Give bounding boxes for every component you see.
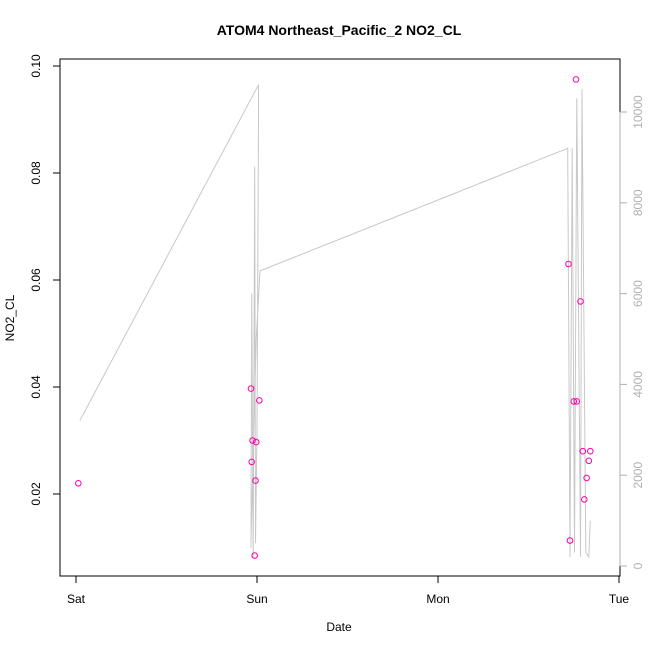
y-tick-label: 0.06 bbox=[29, 268, 43, 292]
data-point bbox=[573, 398, 581, 405]
data-point bbox=[585, 457, 593, 465]
x-axis-label: Date bbox=[326, 620, 352, 634]
y-axis-label: NO2_CL bbox=[3, 294, 17, 341]
data-point bbox=[566, 537, 574, 544]
series-line bbox=[79, 84, 591, 559]
data-point bbox=[256, 397, 263, 404]
data-point bbox=[252, 477, 259, 484]
data-point bbox=[252, 438, 260, 446]
data-point bbox=[583, 474, 590, 482]
data-point bbox=[570, 398, 578, 405]
axes: Sat Sun Mon Tue 0.02 0.04 0.06 0.08 0.10 0 2000 400… bbox=[29, 54, 645, 606]
x-tick-label: Sun bbox=[246, 592, 267, 606]
plot-area bbox=[75, 76, 594, 559]
y-tick-label: 0.08 bbox=[29, 161, 43, 185]
data-point bbox=[251, 552, 258, 559]
x-tick-label: Tue bbox=[609, 592, 630, 606]
y2-tick-label: 6000 bbox=[631, 280, 645, 307]
data-point bbox=[577, 298, 584, 305]
y-tick-label: 0.10 bbox=[29, 54, 43, 78]
y-tick-label: 0.02 bbox=[29, 482, 43, 506]
data-point bbox=[579, 447, 587, 455]
y-tick-label: 0.04 bbox=[29, 375, 43, 399]
x-tick-label: Sat bbox=[67, 592, 86, 606]
data-point bbox=[587, 447, 594, 455]
data-point bbox=[248, 458, 255, 466]
x-tick-label: Mon bbox=[426, 592, 449, 606]
chart-title: ATOM4 Northeast_Pacific_2 NO2_CL bbox=[217, 22, 462, 38]
data-point bbox=[581, 496, 588, 503]
y2-tick-label: 4000 bbox=[631, 371, 645, 398]
data-point bbox=[249, 437, 256, 444]
y2-tick-label: 0 bbox=[631, 562, 645, 569]
data-point bbox=[247, 385, 255, 392]
plot-frame bbox=[59, 58, 621, 577]
y2-tick-label: 2000 bbox=[631, 462, 645, 489]
data-point bbox=[565, 260, 572, 268]
data-point bbox=[572, 76, 580, 83]
y2-tick-label: 10000 bbox=[631, 95, 645, 129]
data-point bbox=[75, 480, 82, 487]
y2-tick-label: 8000 bbox=[631, 189, 645, 216]
